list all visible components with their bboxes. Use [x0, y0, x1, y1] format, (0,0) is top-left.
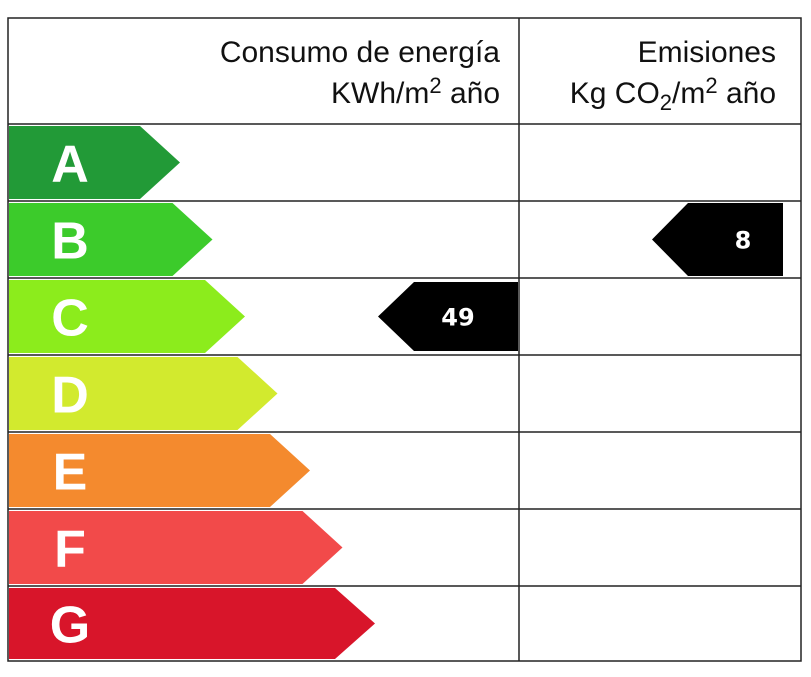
rating-letter: F [54, 521, 86, 579]
rating-arrow [9, 126, 180, 199]
unit-part: KWh/m [331, 77, 429, 110]
emissions-value: 8 [735, 227, 752, 255]
consumption-unit: KWh/m2 año [331, 73, 500, 110]
emissions-unit: Kg CO2/m2 año [570, 73, 776, 115]
unit-part: /m [672, 77, 705, 110]
rating-arrow [9, 357, 278, 430]
rating-arrow [9, 280, 245, 353]
rating-arrow [9, 203, 213, 276]
unit-part: año [442, 77, 500, 110]
rating-letter: E [53, 444, 88, 502]
consumption-title: Consumo de energía [220, 36, 500, 69]
unit-sub: 2 [660, 90, 672, 115]
unit-part: Kg CO [570, 77, 660, 110]
rating-arrow [9, 434, 310, 507]
rating-letter: A [51, 136, 89, 194]
emissions-marker [652, 203, 783, 276]
consumption-marker [378, 282, 518, 351]
emissions-title: Emisiones [638, 36, 776, 69]
unit-sup: 2 [429, 73, 441, 98]
rating-arrow [9, 511, 343, 584]
unit-part: año [718, 77, 776, 110]
rating-letter: C [51, 290, 89, 348]
rating-letter: D [51, 367, 89, 425]
consumption-value: 49 [441, 304, 474, 332]
unit-sup: 2 [705, 73, 717, 98]
rating-letter: B [51, 213, 89, 271]
frame [7, 17, 802, 662]
rating-letter: G [50, 597, 90, 655]
rating-arrow [9, 588, 375, 659]
